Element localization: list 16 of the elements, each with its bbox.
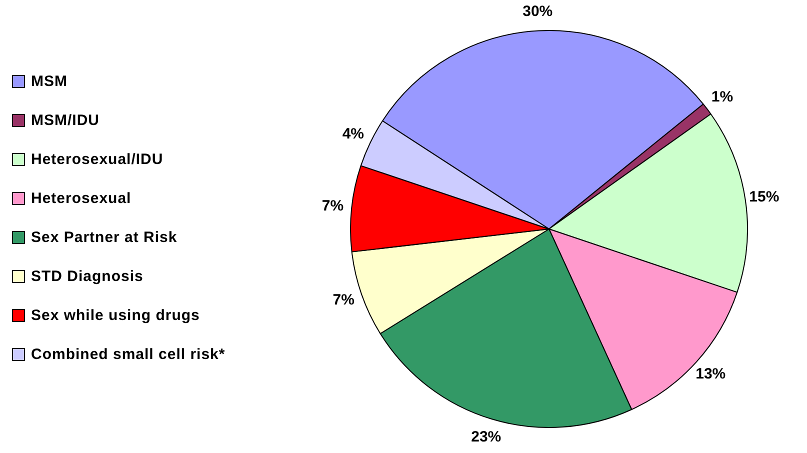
data-label: 23% xyxy=(471,428,502,446)
data-label: 1% xyxy=(711,88,734,106)
legend-label: MSM xyxy=(31,73,68,90)
legend-label: Heterosexual xyxy=(31,190,132,207)
data-label: 13% xyxy=(696,366,726,383)
data-label: 4% xyxy=(342,125,364,142)
data-label: 7% xyxy=(322,197,344,214)
legend-label: Sex while using drugs xyxy=(31,307,200,324)
legend-label: Heterosexual/IDU xyxy=(31,151,164,168)
legend-label: MSM/IDU xyxy=(31,112,100,129)
data-label: 7% xyxy=(332,292,354,309)
legend-label: STD Diagnosis xyxy=(31,268,144,285)
legend-label: Sex Partner at Risk xyxy=(31,229,178,246)
data-label: 30% xyxy=(522,2,553,20)
data-label: 15% xyxy=(749,188,780,206)
legend-label: Combined small cell risk* xyxy=(31,346,226,363)
